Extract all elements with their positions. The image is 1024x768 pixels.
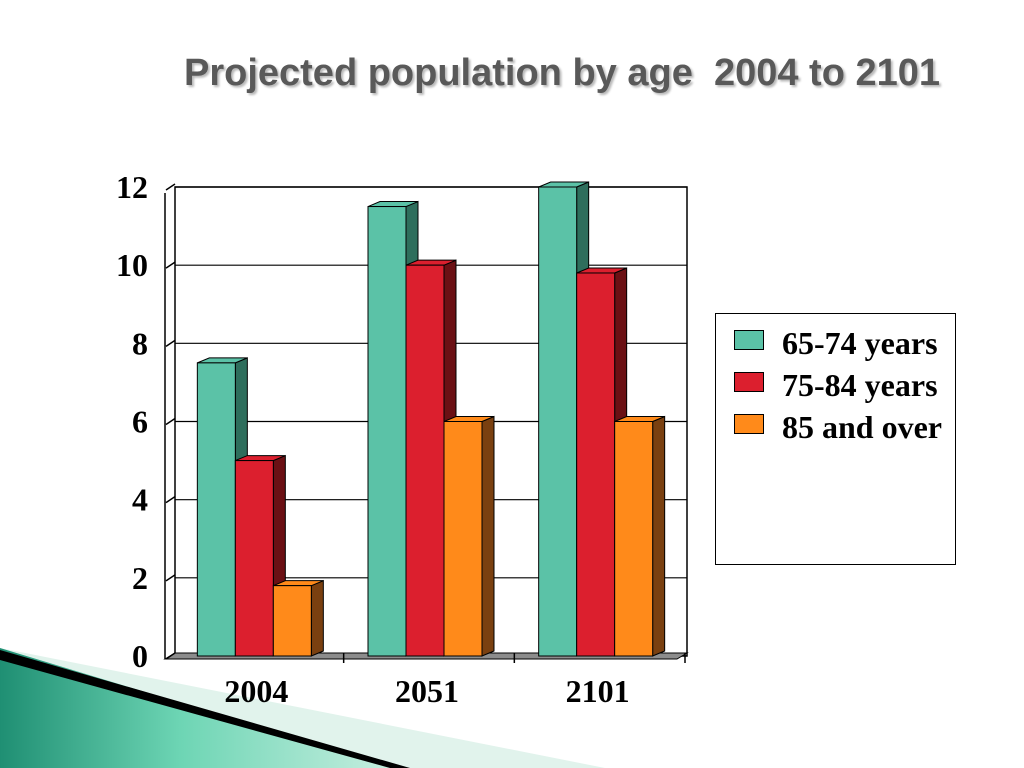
y-tick-label: 10 — [116, 247, 148, 283]
legend-label: 65-74 years — [782, 325, 938, 361]
y-tick-mark — [165, 652, 176, 660]
y-tick-label: 0 — [132, 638, 148, 674]
bar-side — [481, 415, 495, 657]
legend-item-75-84: 75-84 years — [734, 366, 955, 404]
bar-front — [614, 421, 654, 657]
slide-title: Projected population by age 2004 to 2101 — [183, 52, 940, 94]
bar-front — [538, 186, 578, 657]
bar-2101-1 — [576, 267, 628, 657]
legend-swatch — [734, 330, 764, 350]
y-tick-label: 6 — [132, 404, 148, 440]
y-tick-mark — [165, 183, 176, 191]
bar-2004-2 — [272, 579, 324, 657]
y-tick-mark — [165, 417, 176, 426]
y-tick-label: 8 — [132, 325, 148, 361]
bar-front — [272, 585, 312, 657]
bar-front — [405, 264, 445, 657]
y-tick-mark — [165, 339, 176, 347]
bar-side — [310, 579, 324, 657]
legend-item-85-over: 85 and over — [734, 408, 955, 446]
bar-front — [367, 206, 407, 657]
legend-swatch — [734, 372, 764, 392]
y-tick-label: 12 — [116, 169, 148, 205]
bar-front — [196, 362, 236, 657]
axes — [164, 183, 686, 663]
legend-swatch — [734, 414, 764, 434]
bar-side — [652, 415, 666, 657]
legend-label: 75-84 years — [782, 367, 938, 403]
y-tick-mark — [165, 496, 176, 504]
y-tick-mark — [165, 261, 176, 269]
bar-2004-1 — [234, 454, 286, 657]
y-tick-mark — [165, 574, 176, 582]
bar-front — [443, 421, 483, 657]
x-axis-ticks: 2004 2051 2101 — [224, 673, 629, 709]
legend-label: 85 and over — [782, 409, 942, 445]
y-tick-label: 2 — [132, 560, 148, 596]
bar-front — [234, 460, 274, 657]
x-tick-label: 2101 — [566, 673, 630, 709]
legend-item-65-74: 65-74 years — [734, 324, 955, 362]
slide-decoration — [0, 648, 605, 768]
legend: 65-74 years 75-84 years 85 and over — [715, 313, 956, 565]
bar-2101-2 — [614, 415, 666, 657]
x-tick-label: 2051 — [395, 673, 459, 709]
bar-front — [576, 272, 616, 657]
y-tick-label: 4 — [132, 482, 148, 518]
x-tick-label: 2004 — [224, 673, 288, 709]
bar-2051-2 — [443, 415, 495, 657]
bars — [196, 181, 666, 657]
y-axis-ticks: 0 2 4 6 8 10 12 — [116, 169, 148, 674]
